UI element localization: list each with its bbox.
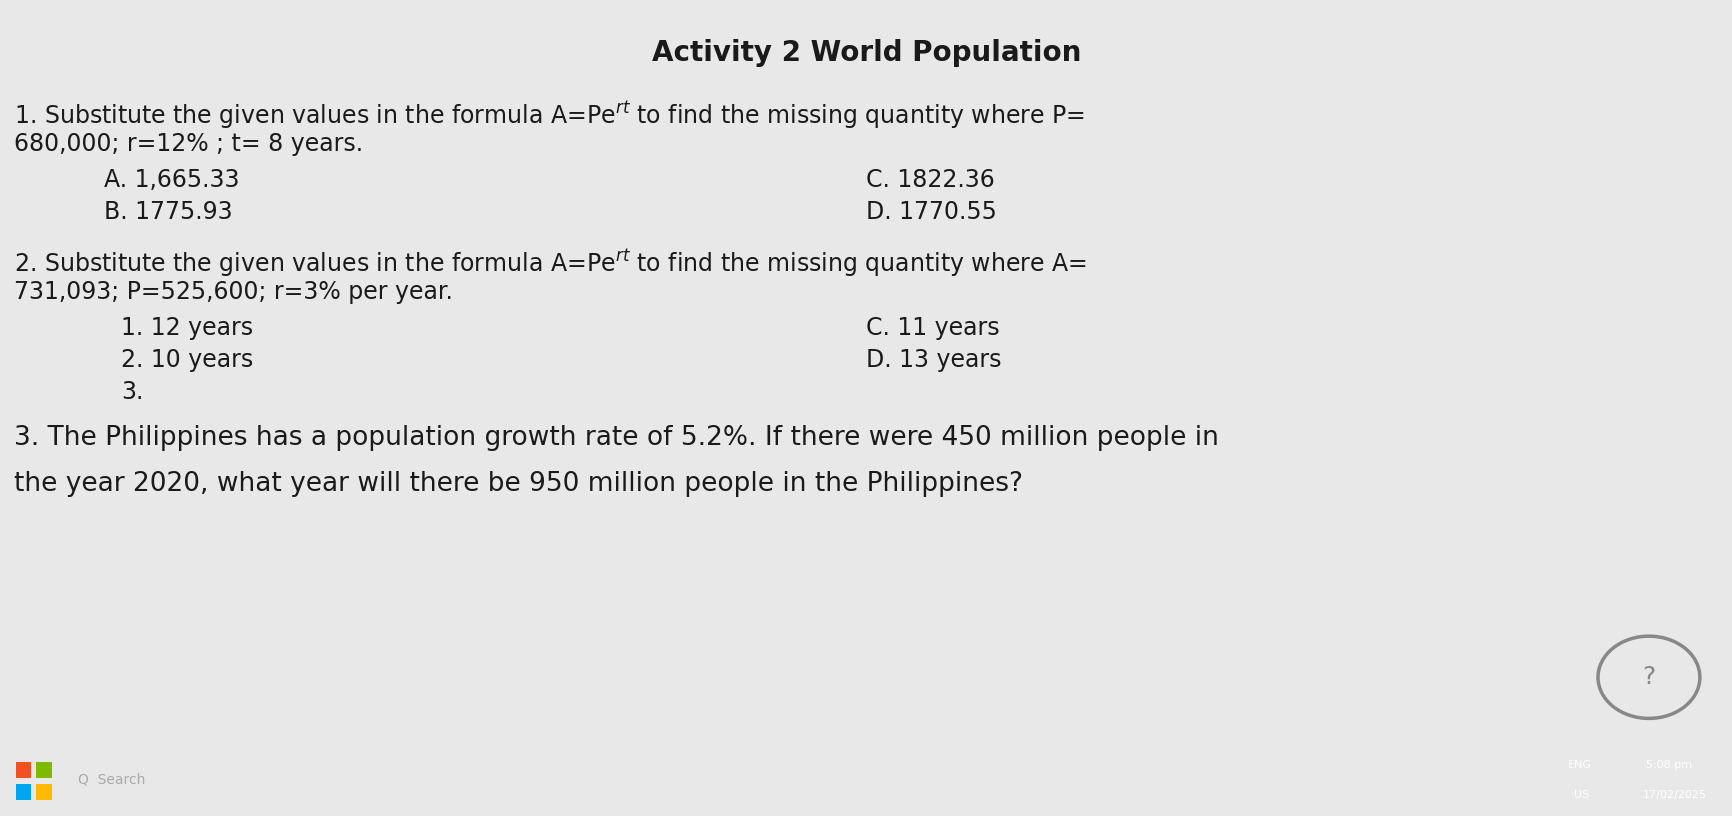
Text: 731,093; P=525,600; r=3% per year.: 731,093; P=525,600; r=3% per year. xyxy=(14,280,452,304)
Text: B. 1775.93: B. 1775.93 xyxy=(104,200,232,224)
Text: 3.: 3. xyxy=(121,380,144,404)
Text: ?: ? xyxy=(1642,665,1654,690)
Text: 1. Substitute the given values in the formula A=Pe$^{rt}$ to find the missing qu: 1. Substitute the given values in the fo… xyxy=(14,100,1084,131)
FancyBboxPatch shape xyxy=(36,783,52,800)
Text: US: US xyxy=(1573,791,1588,800)
Text: Q  Search: Q Search xyxy=(78,772,145,787)
Text: D. 1770.55: D. 1770.55 xyxy=(866,200,998,224)
Text: 17/02/2025: 17/02/2025 xyxy=(1642,791,1706,800)
Text: 2. Substitute the given values in the formula A=Pe$^{rt}$ to find the missing qu: 2. Substitute the given values in the fo… xyxy=(14,248,1086,279)
Text: 680,000; r=12% ; t= 8 years.: 680,000; r=12% ; t= 8 years. xyxy=(14,132,362,156)
Text: Activity 2 World Population: Activity 2 World Population xyxy=(651,39,1081,67)
FancyBboxPatch shape xyxy=(16,783,31,800)
Text: the year 2020, what year will there be 950 million people in the Philippines?: the year 2020, what year will there be 9… xyxy=(14,472,1022,497)
Text: 3. The Philippines has a population growth rate of 5.2%. If there were 450 milli: 3. The Philippines has a population grow… xyxy=(14,425,1218,450)
Text: 2. 10 years: 2. 10 years xyxy=(121,348,253,372)
FancyBboxPatch shape xyxy=(36,761,52,778)
Text: C. 11 years: C. 11 years xyxy=(866,316,999,339)
Text: C. 1822.36: C. 1822.36 xyxy=(866,168,994,192)
Text: 5:08 pm: 5:08 pm xyxy=(1645,760,1692,769)
Text: ENG: ENG xyxy=(1567,760,1592,769)
Text: A. 1,665.33: A. 1,665.33 xyxy=(104,168,239,192)
FancyBboxPatch shape xyxy=(16,761,31,778)
Text: 1. 12 years: 1. 12 years xyxy=(121,316,253,339)
Text: D. 13 years: D. 13 years xyxy=(866,348,1001,372)
